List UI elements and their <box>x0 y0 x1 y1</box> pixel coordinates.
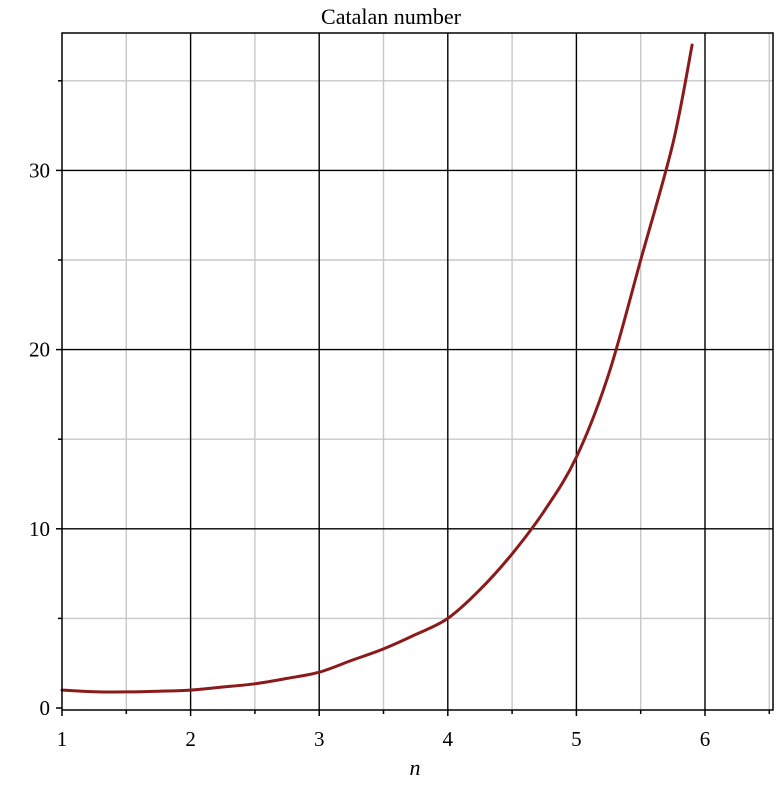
curve-layer <box>60 43 694 694</box>
y-tick-label: 10 <box>29 517 50 541</box>
x-tick-label: 1 <box>57 727 68 751</box>
x-tick-labels: 1 2 3 4 5 6 <box>57 727 711 751</box>
y-tick-label: 20 <box>29 338 50 362</box>
grid <box>62 33 773 710</box>
chart-title: Catalan number <box>321 4 462 29</box>
ticks <box>56 80 771 716</box>
x-tick-label: 5 <box>571 727 582 751</box>
y-tick-label: 0 <box>40 696 51 720</box>
plot-frame <box>61 32 774 711</box>
x-tick-label: 6 <box>700 727 711 751</box>
x-tick-label: 4 <box>443 727 454 751</box>
series-line <box>60 43 694 694</box>
y-tick-labels: 0 10 20 30 <box>29 158 50 720</box>
x-tick-label: 3 <box>314 727 325 751</box>
y-tick-label: 30 <box>29 158 50 182</box>
x-tick-label: 2 <box>185 727 196 751</box>
x-axis-label: n <box>410 755 421 780</box>
